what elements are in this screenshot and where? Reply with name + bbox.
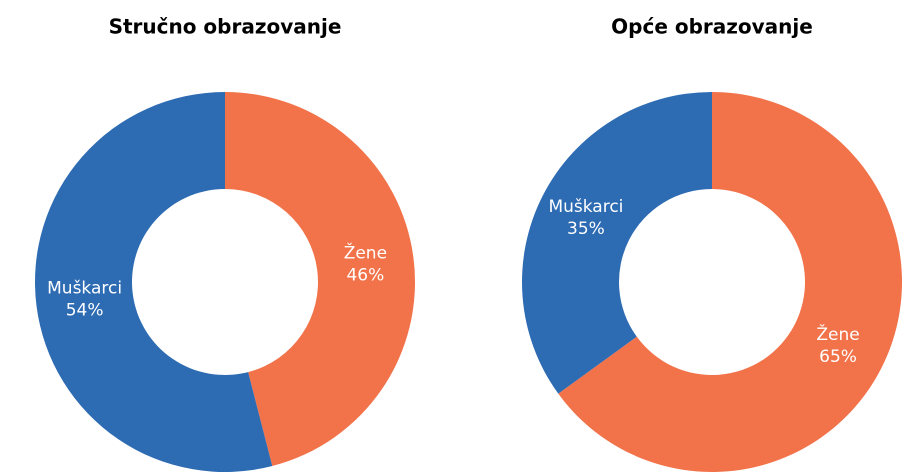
donut-slice bbox=[225, 92, 416, 467]
slice-value-label: 54% bbox=[66, 301, 104, 321]
chart-title: Opće obrazovanje bbox=[611, 15, 813, 39]
donut-slice bbox=[558, 92, 902, 472]
slice-value-label: 65% bbox=[819, 347, 857, 367]
donut-slice bbox=[35, 92, 273, 472]
chart-title: Stručno obrazovanje bbox=[109, 15, 342, 39]
slice-category: Žene bbox=[344, 241, 387, 263]
slice-category: Muškarci bbox=[548, 197, 623, 217]
donut-slice bbox=[521, 92, 712, 394]
slice-category: Muškarci bbox=[47, 279, 122, 299]
slice-value-label: 35% bbox=[567, 219, 605, 239]
slice-category: Žene bbox=[816, 323, 859, 345]
slice-value-label: 46% bbox=[346, 265, 384, 285]
